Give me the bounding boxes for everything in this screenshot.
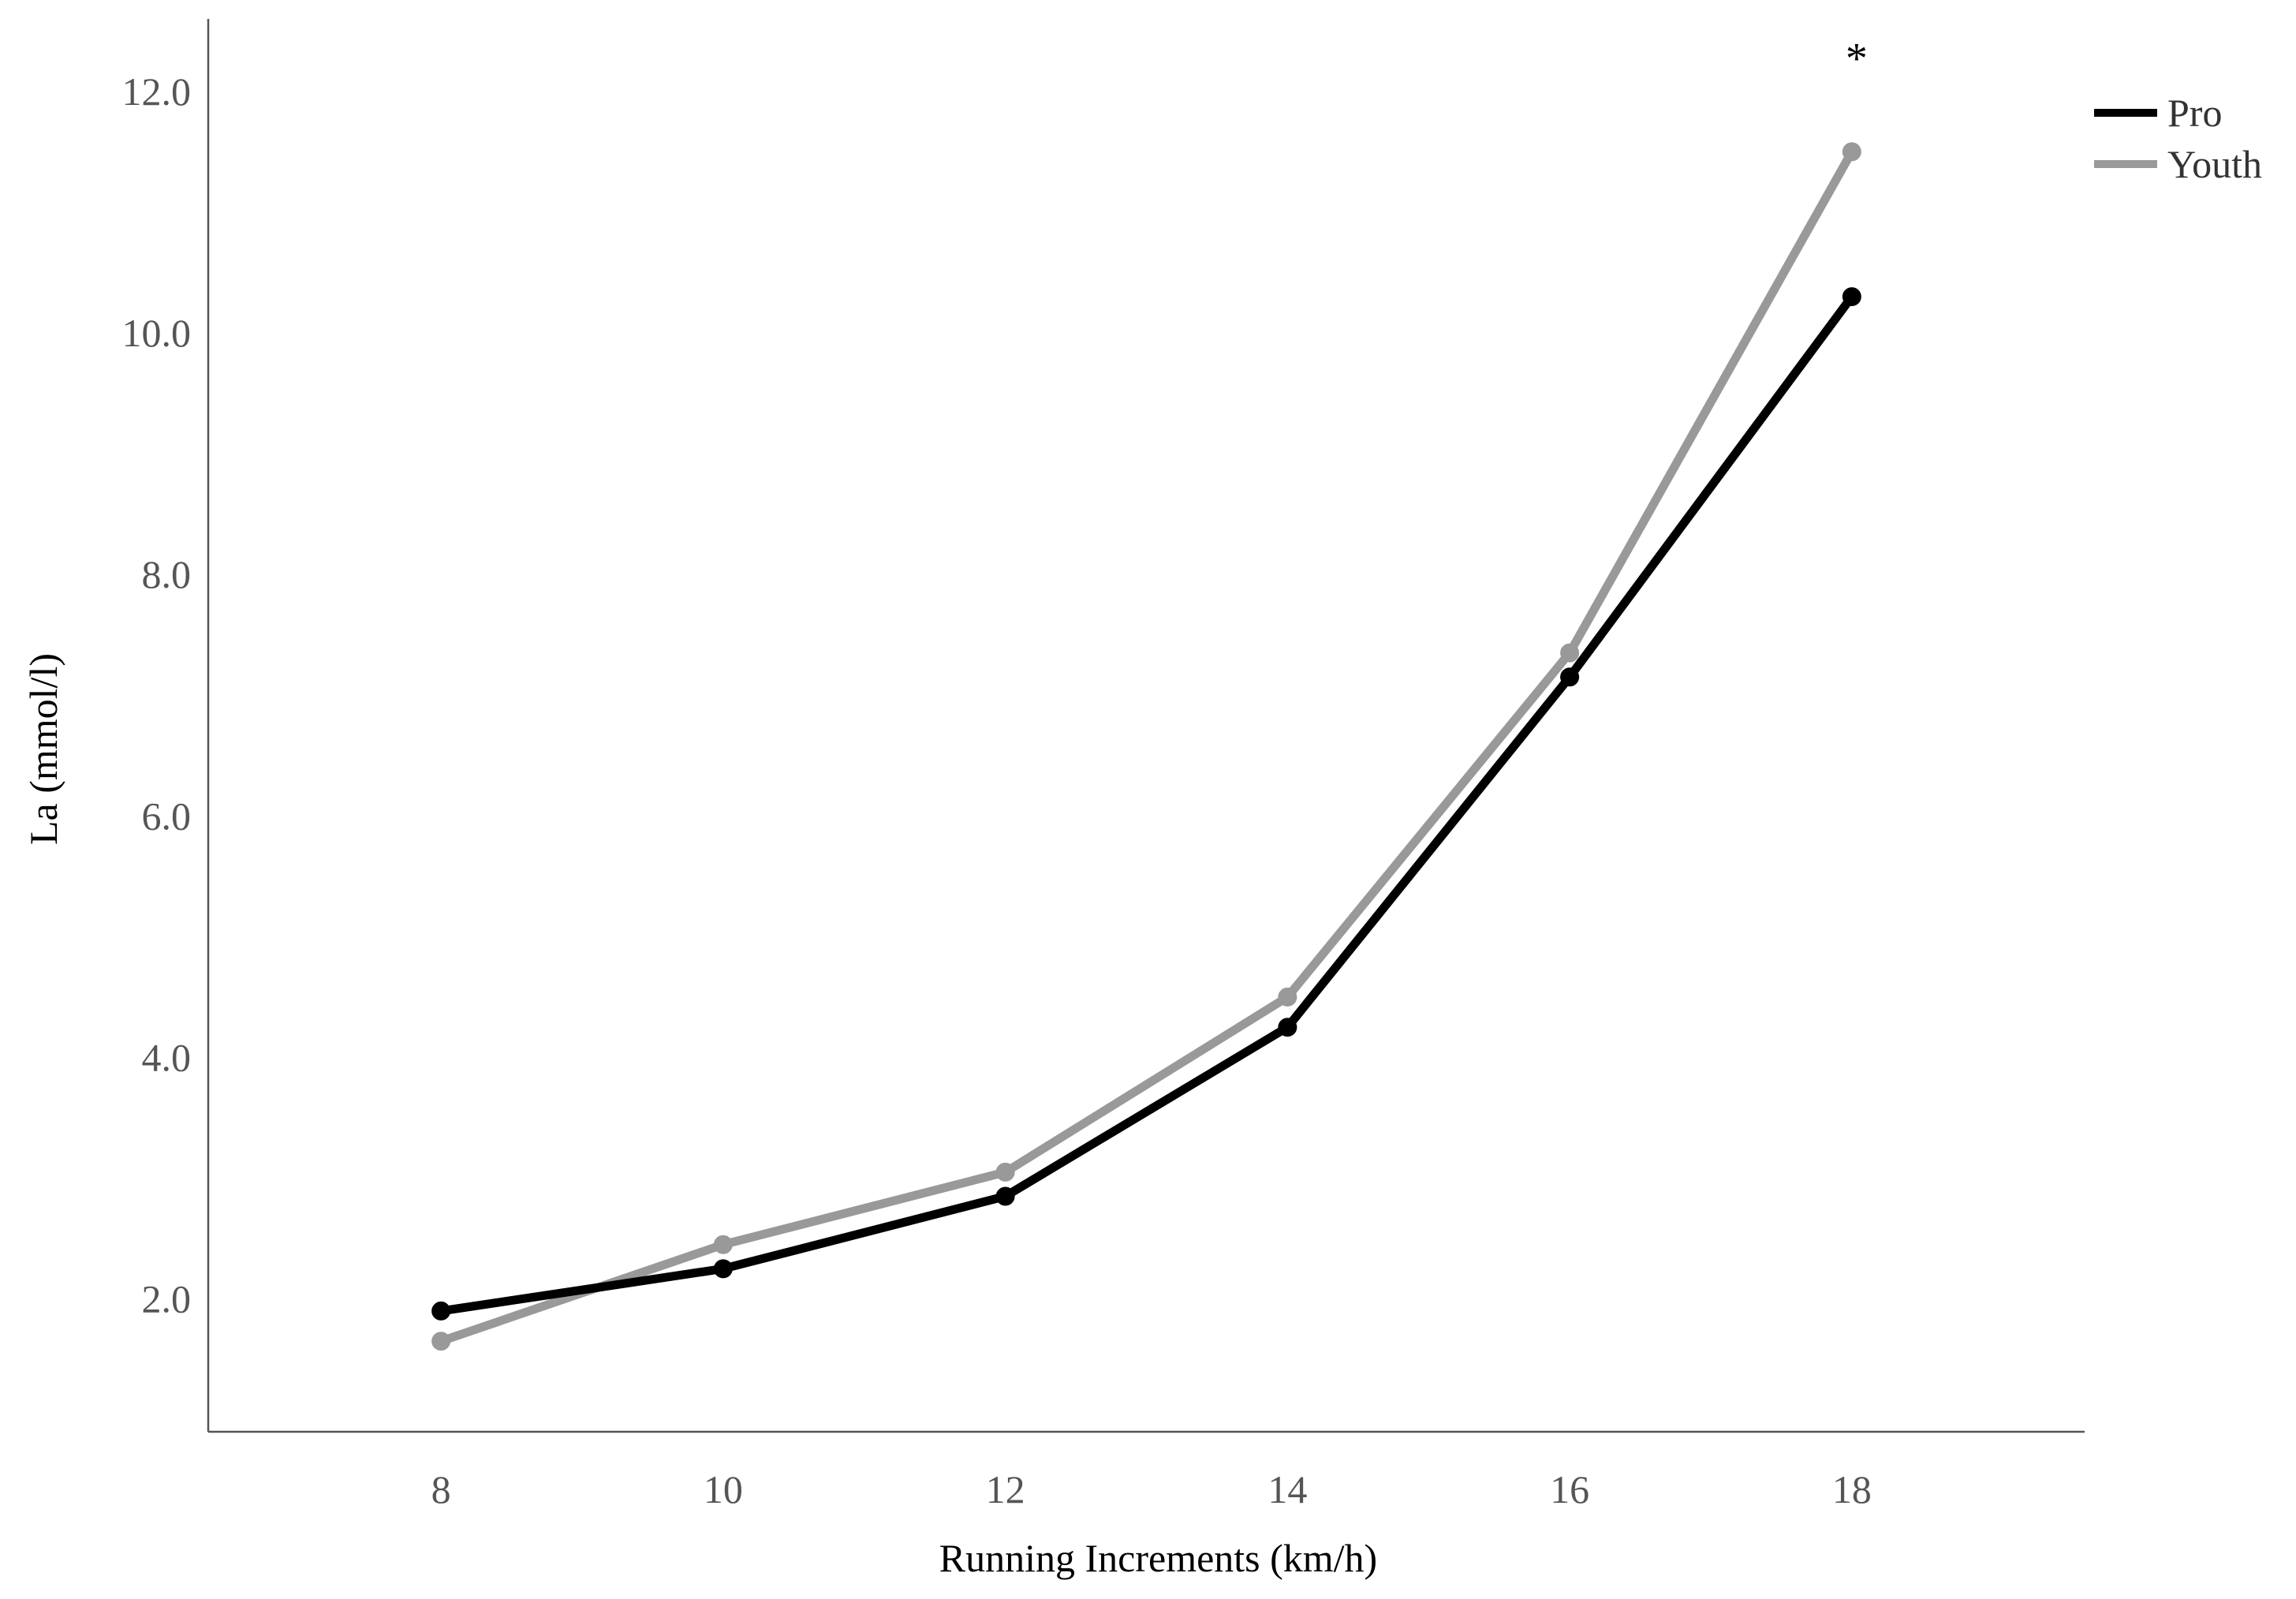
y-tick-label: 2.0 — [142, 1277, 192, 1321]
data-point-youth — [713, 1235, 733, 1254]
legend-label-youth: Youth — [2167, 142, 2262, 186]
x-tick-label: 18 — [1832, 1467, 1872, 1511]
series-layer — [431, 142, 1861, 1351]
data-point-youth — [995, 1162, 1015, 1182]
data-point-pro — [1560, 667, 1580, 687]
series-line-youth — [436, 147, 1857, 1346]
legend: Pro Youth — [2094, 91, 2262, 186]
data-point-youth — [431, 1332, 451, 1351]
y-tick-label: 12.0 — [122, 69, 192, 114]
legend-label-pro: Pro — [2167, 91, 2222, 135]
significance-marker: * — [1846, 34, 1868, 83]
data-point-pro — [713, 1259, 733, 1279]
data-point-pro — [1842, 287, 1861, 307]
data-point-youth — [1560, 643, 1580, 663]
series-line-pro — [436, 292, 1857, 1316]
y-axis-ticks: 2.0 4.0 6.0 8.0 10.0 12.0 — [122, 69, 192, 1321]
data-point-pro — [1278, 1018, 1297, 1037]
x-axis-ticks: 8 10 12 14 16 18 — [431, 1467, 1872, 1511]
data-point-youth — [1278, 987, 1297, 1007]
x-tick-label: 10 — [704, 1467, 743, 1511]
x-tick-label: 12 — [986, 1467, 1025, 1511]
data-point-pro — [431, 1301, 451, 1321]
data-point-youth — [1842, 142, 1861, 162]
annotations: * — [1846, 34, 1868, 83]
y-axis-title: La (mmol/l) — [21, 653, 65, 845]
data-point-pro — [995, 1186, 1015, 1206]
y-tick-label: 10.0 — [122, 311, 192, 355]
x-tick-label: 14 — [1267, 1467, 1307, 1511]
y-tick-label: 8.0 — [142, 552, 192, 596]
y-tick-label: 6.0 — [142, 794, 192, 838]
y-tick-label: 4.0 — [142, 1035, 192, 1079]
x-tick-label: 16 — [1550, 1467, 1589, 1511]
x-tick-label: 8 — [431, 1467, 451, 1511]
axes — [207, 19, 2085, 1433]
x-axis-title: Running Increments (km/h) — [939, 1536, 1377, 1580]
